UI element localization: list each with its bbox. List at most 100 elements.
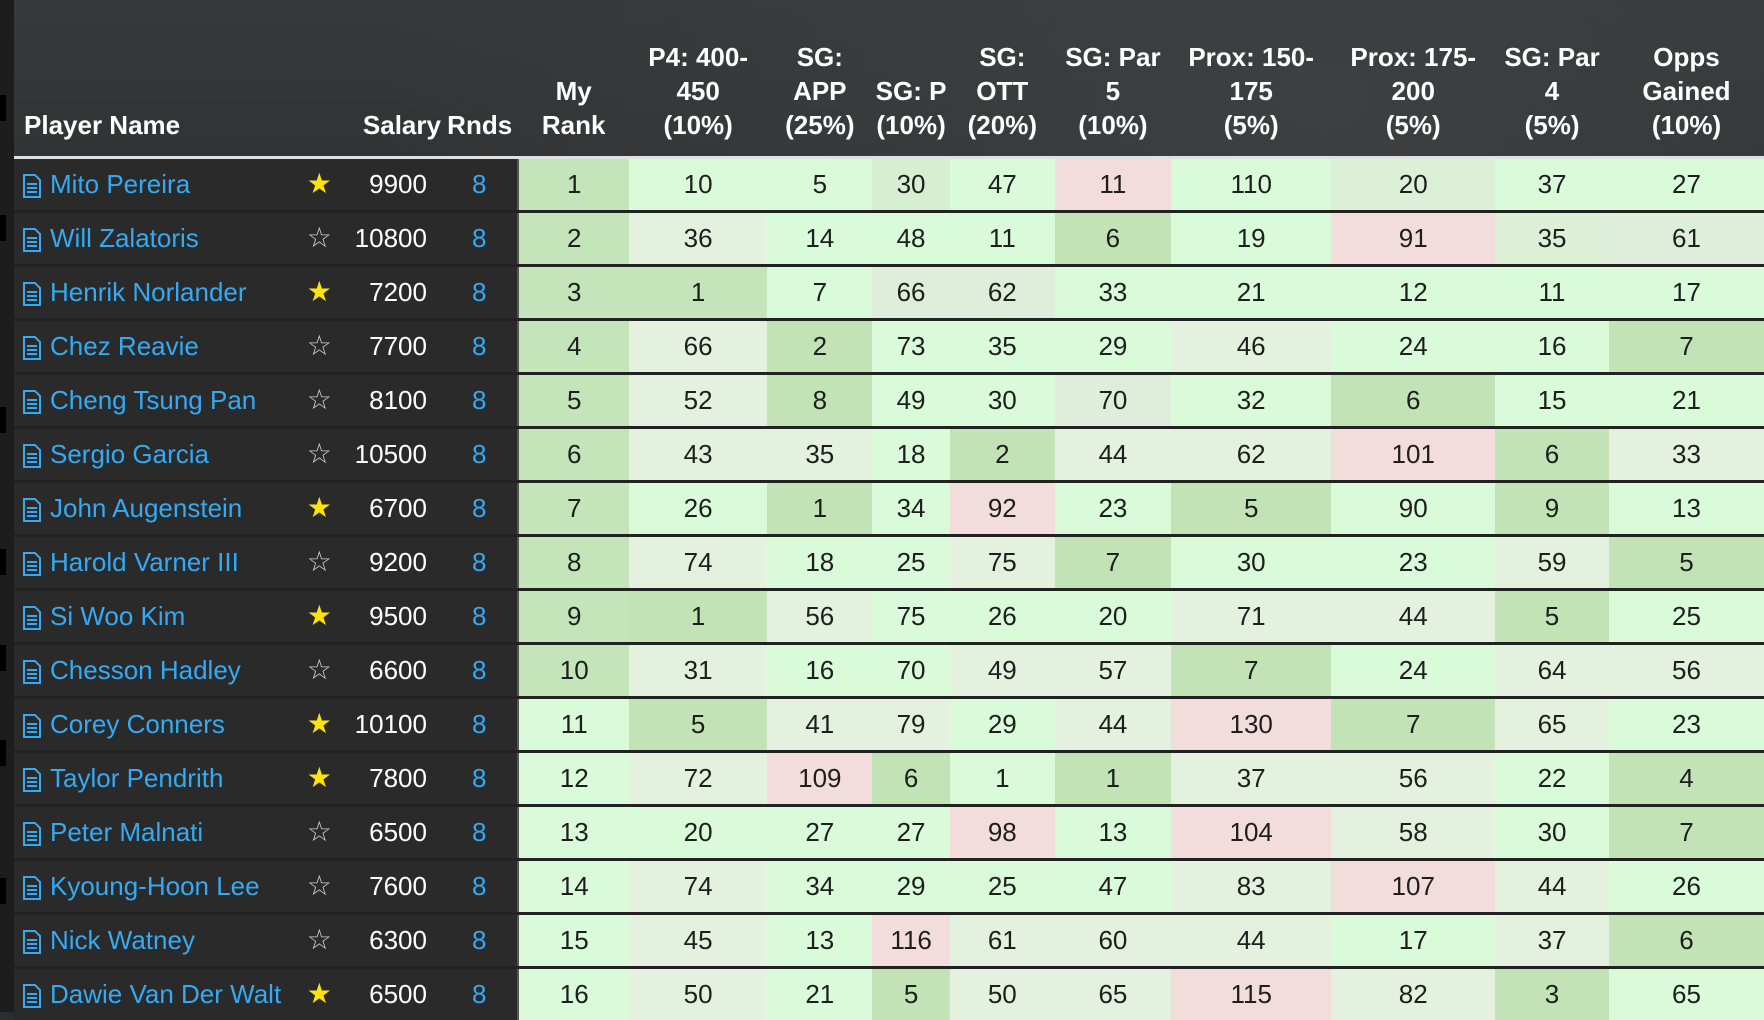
col-header-sg-par4[interactable]: SG: Par 4 (5%) [1495,0,1609,158]
player-name-link[interactable]: Chesson Hadley [50,655,241,685]
player-name-link[interactable]: Chez Reavie [50,331,199,361]
col-header-sg-p[interactable]: SG: P (10%) [872,0,949,158]
my-rank-cell: 8 [518,536,629,590]
stat-cell: 16 [1495,320,1609,374]
col-header-rnds[interactable]: Rnds [441,0,518,158]
document-icon[interactable] [22,822,42,846]
stat-cell: 36 [629,212,767,266]
rounds-cell[interactable]: 8 [441,914,518,968]
document-icon[interactable] [22,930,42,954]
player-name-link[interactable]: Mito Pereira [50,169,190,199]
document-icon[interactable] [22,606,42,630]
rounds-cell[interactable]: 8 [441,752,518,806]
document-icon[interactable] [22,714,42,738]
document-icon[interactable] [22,552,42,576]
stat-cell: 1 [1055,752,1171,806]
document-icon[interactable] [22,876,42,900]
player-name-cell: Kyoung-Hoon Lee [14,860,297,914]
star-filled-icon[interactable]: ★ [307,492,332,523]
player-name-link[interactable]: Peter Malnati [50,817,203,847]
rounds-cell[interactable]: 8 [441,968,518,1020]
rounds-cell[interactable]: 8 [441,266,518,320]
rounds-cell[interactable]: 8 [441,590,518,644]
player-name-cell: Taylor Pendrith [14,752,297,806]
document-icon[interactable] [22,984,42,1008]
rounds-cell[interactable]: 8 [441,644,518,698]
col-header-my-rank[interactable]: My Rank [518,0,629,158]
player-name-link[interactable]: Kyoung-Hoon Lee [50,871,260,901]
col-header-sg-par5[interactable]: SG: Par 5 (10%) [1055,0,1171,158]
star-outline-icon[interactable]: ☆ [307,384,332,415]
rounds-cell[interactable]: 8 [441,698,518,752]
stat-cell: 20 [1055,590,1171,644]
player-name-link[interactable]: Cheng Tsung Pan [50,385,256,415]
document-icon[interactable] [22,768,42,792]
document-icon[interactable] [22,498,42,522]
star-filled-icon[interactable]: ★ [307,978,332,1009]
col-header-p4-400-450[interactable]: P4: 400- 450 (10%) [629,0,767,158]
document-icon[interactable] [22,336,42,360]
star-filled-icon[interactable]: ★ [307,168,332,199]
player-name-cell: Peter Malnati [14,806,297,860]
col-header-sg-app[interactable]: SG: APP (25%) [767,0,872,158]
star-outline-icon[interactable]: ☆ [307,222,332,253]
rounds-cell[interactable]: 8 [441,320,518,374]
col-header-salary[interactable]: Salary [341,0,441,158]
document-icon[interactable] [22,390,42,414]
player-name-link[interactable]: John Augenstein [50,493,242,523]
player-name-link[interactable]: Harold Varner III [50,547,239,577]
favorite-cell: ☆ [297,860,341,914]
stat-cell: 29 [1055,320,1171,374]
player-name-link[interactable]: Nick Watney [50,925,195,955]
star-outline-icon[interactable]: ☆ [307,870,332,901]
rounds-cell[interactable]: 8 [441,860,518,914]
player-name-link[interactable]: Henrik Norlander [50,277,247,307]
rounds-cell[interactable]: 8 [441,158,518,212]
player-name-link[interactable]: Will Zalatoris [50,223,199,253]
my-rank-cell: 7 [518,482,629,536]
document-icon[interactable] [22,660,42,684]
rounds-cell[interactable]: 8 [441,212,518,266]
rounds-cell[interactable]: 8 [441,482,518,536]
col-header-prox-175-200[interactable]: Prox: 175- 200 (5%) [1331,0,1495,158]
document-icon[interactable] [22,228,42,252]
star-outline-icon[interactable]: ☆ [307,816,332,847]
col-header-prox-150-175[interactable]: Prox: 150- 175 (5%) [1171,0,1331,158]
document-icon[interactable] [22,282,42,306]
star-filled-icon[interactable]: ★ [307,276,332,307]
rounds-cell[interactable]: 8 [441,806,518,860]
star-outline-icon[interactable]: ☆ [307,924,332,955]
star-outline-icon[interactable]: ☆ [307,438,332,469]
stat-cell: 1 [767,482,872,536]
stat-cell: 30 [1495,806,1609,860]
favorite-cell: ☆ [297,428,341,482]
document-icon[interactable] [22,444,42,468]
rounds-cell[interactable]: 8 [441,536,518,590]
col-header-player-name[interactable]: Player Name [14,0,341,158]
rounds-cell[interactable]: 8 [441,374,518,428]
player-name-link[interactable]: Dawie Van Der Walt [50,979,281,1009]
player-name-link[interactable]: Sergio Garcia [50,439,209,469]
stat-cell: 90 [1331,482,1495,536]
player-name-link[interactable]: Corey Conners [50,709,225,739]
player-name-link[interactable]: Taylor Pendrith [50,763,223,793]
my-rank-cell: 16 [518,968,629,1020]
document-icon[interactable] [22,174,42,198]
stat-cell: 43 [629,428,767,482]
star-outline-icon[interactable]: ☆ [307,330,332,361]
stat-cell: 1 [950,752,1055,806]
star-outline-icon[interactable]: ☆ [307,546,332,577]
star-filled-icon[interactable]: ★ [307,762,332,793]
star-filled-icon[interactable]: ★ [307,600,332,631]
rounds-cell[interactable]: 8 [441,428,518,482]
stat-cell: 35 [950,320,1055,374]
player-name-link[interactable]: Si Woo Kim [50,601,185,631]
star-outline-icon[interactable]: ☆ [307,654,332,685]
col-header-sg-ott[interactable]: SG: OTT (20%) [950,0,1055,158]
stat-cell: 74 [629,860,767,914]
col-header-opps-gained[interactable]: Opps Gained (10%) [1609,0,1764,158]
stat-cell: 109 [767,752,872,806]
star-filled-icon[interactable]: ★ [307,708,332,739]
favorite-cell: ★ [297,698,341,752]
